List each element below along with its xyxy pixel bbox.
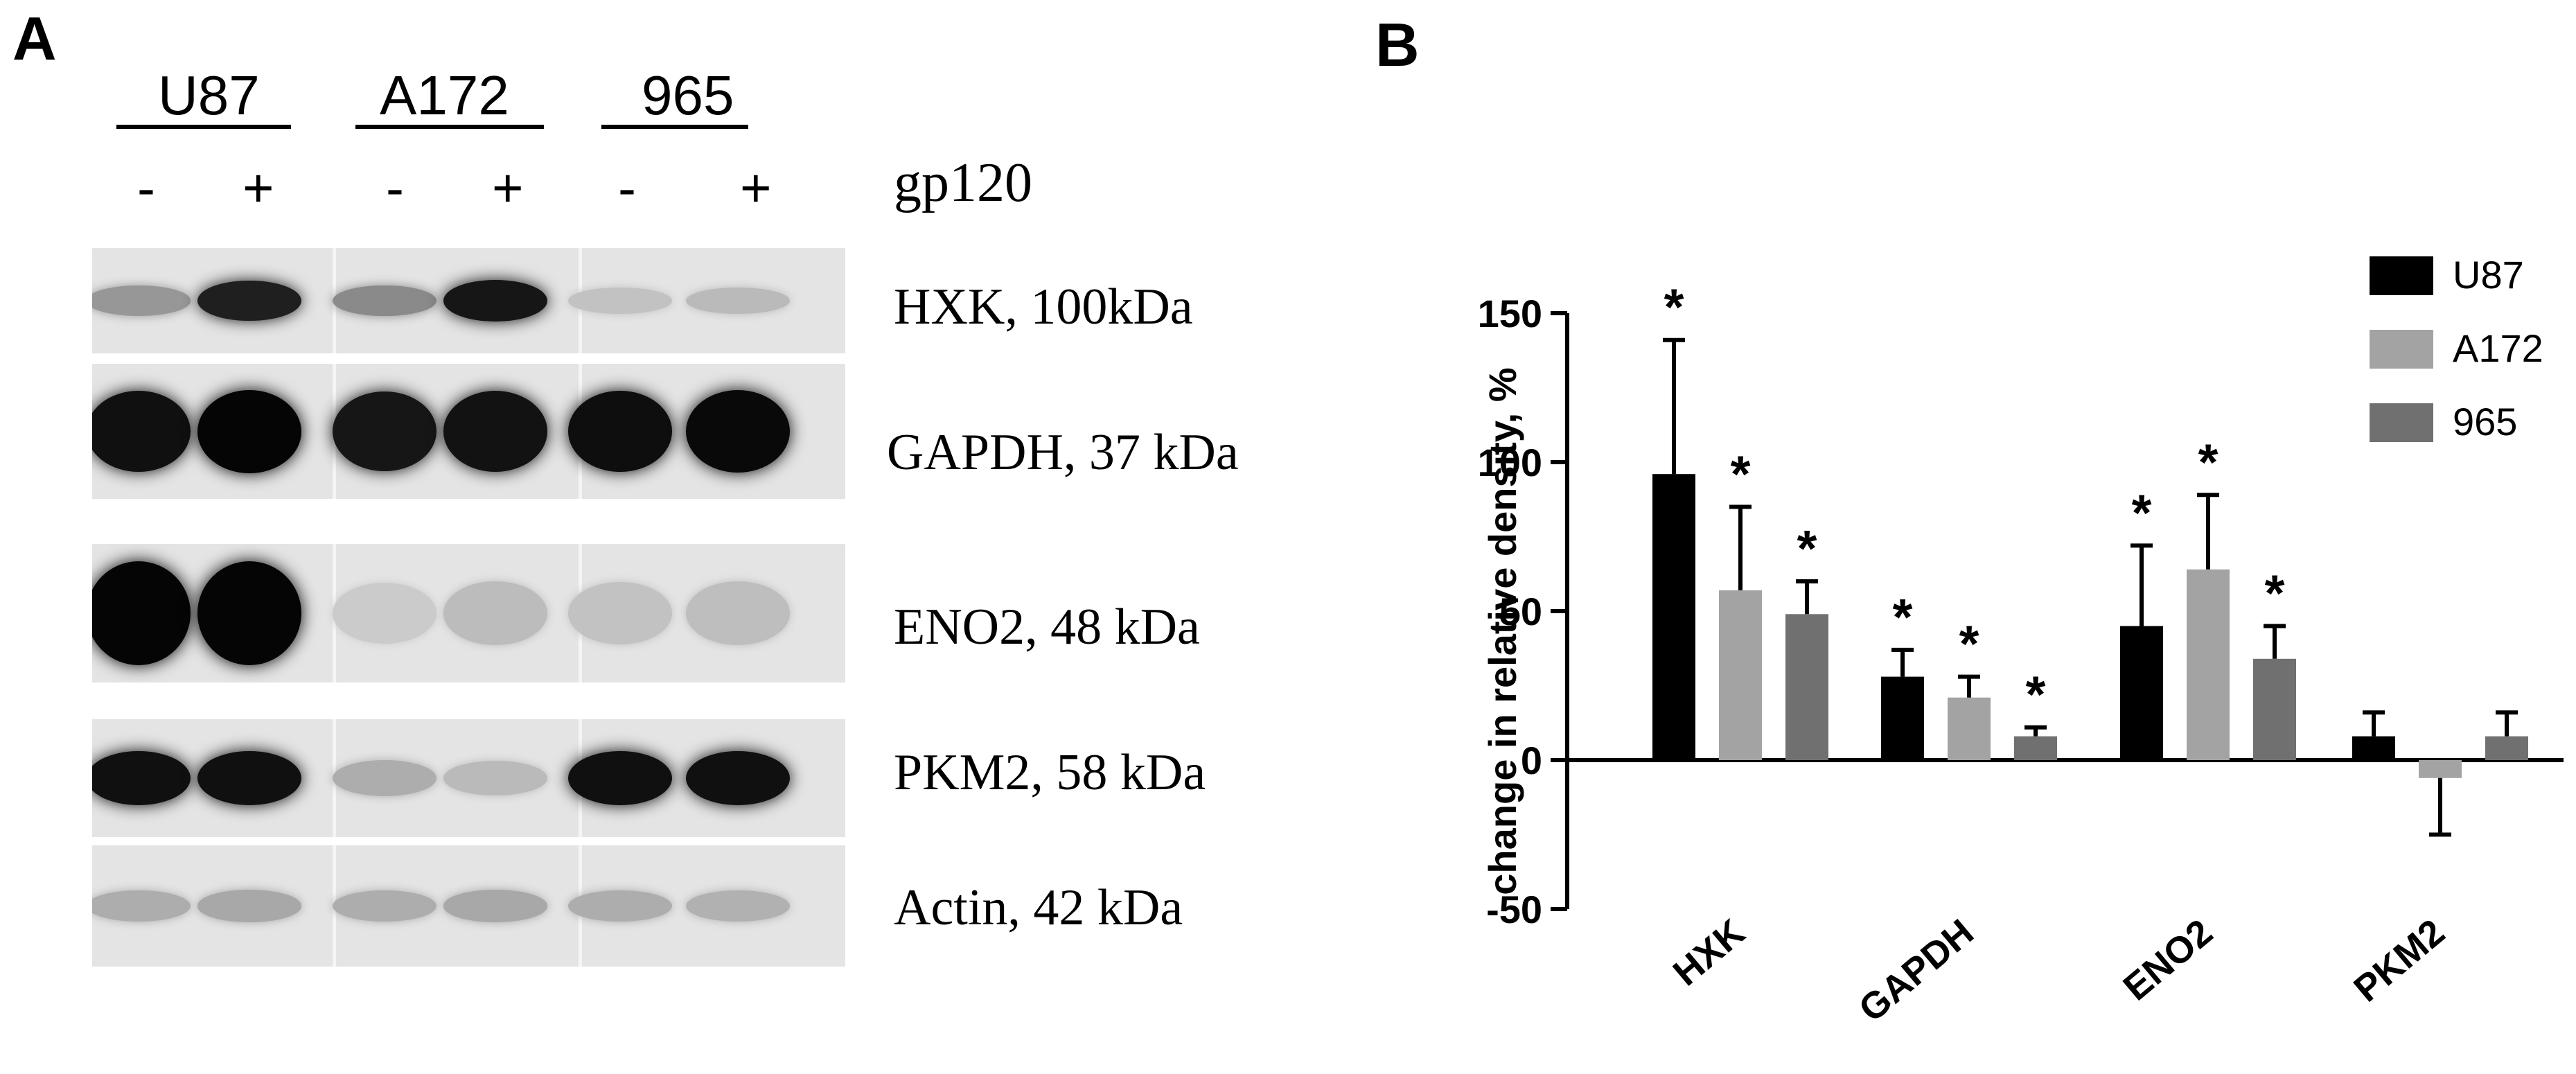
- blot-label-gapdh: GAPDH, 37 kDa: [887, 424, 1239, 481]
- blot-band: [443, 890, 547, 922]
- blot-band: [686, 890, 790, 922]
- blot-band: [197, 561, 301, 665]
- blot-band: [686, 287, 790, 315]
- blot-strip-pkm2: [92, 719, 845, 837]
- blot-band: [92, 390, 191, 473]
- y-tick-label: 100: [1478, 441, 1542, 484]
- significance-star: *: [1893, 588, 1913, 646]
- legend-swatch: [2370, 403, 2433, 442]
- blot-band: [197, 750, 301, 806]
- blot-band: [197, 280, 301, 322]
- cell-line-label-a172: A172: [380, 64, 509, 126]
- blot-band: [333, 760, 436, 796]
- y-axis-title: change in relative density, %: [1481, 367, 1524, 895]
- blot-band: [333, 583, 436, 644]
- bar: [2419, 760, 2462, 778]
- blot-strip-gapdh: [92, 364, 845, 499]
- significance-star: *: [2026, 666, 2046, 723]
- y-tick-label: 150: [1478, 292, 1542, 335]
- bar: [2187, 569, 2230, 760]
- y-tick-label: -50: [1486, 888, 1542, 931]
- blot-band: [568, 390, 672, 473]
- treatment-sign: -: [386, 157, 404, 218]
- treatment-sign: -: [618, 157, 636, 218]
- blot-band: [568, 288, 672, 314]
- significance-star: *: [2198, 433, 2218, 491]
- x-tick-label: GAPDH: [1851, 911, 1982, 1030]
- significance-star: *: [2265, 565, 2285, 622]
- blot-band: [443, 581, 547, 646]
- significance-star: *: [1731, 446, 1751, 503]
- x-tick-label: HXK: [1666, 911, 1753, 994]
- bar: [1948, 697, 1991, 760]
- blot-band: [92, 890, 191, 922]
- blot-label-actin: Actin, 42 kDa: [894, 879, 1183, 936]
- blot-band: [568, 581, 672, 645]
- blot-band: [333, 391, 436, 472]
- blot-band: [92, 750, 191, 806]
- bar: [1719, 590, 1762, 760]
- blot-band: [686, 750, 790, 806]
- blot-band: [686, 390, 790, 473]
- bar: [2352, 736, 2395, 760]
- blot-label-pkm2: PKM2, 58 kDa: [894, 744, 1206, 801]
- blot-label-eno2: ENO2, 48 kDa: [894, 599, 1200, 655]
- cell-line-label-965: 965: [642, 64, 734, 126]
- blot-band: [197, 890, 301, 922]
- legend-label: 965: [2453, 400, 2517, 443]
- blot-band: [568, 750, 672, 806]
- blot-strip-actin: [92, 845, 845, 967]
- treatment-sign: +: [242, 157, 274, 218]
- panel-b-letter: B: [1375, 10, 1420, 79]
- bar: [1652, 474, 1695, 760]
- bar: [1785, 614, 1828, 760]
- cell-line-underline-u87: [116, 125, 291, 129]
- blot-band: [686, 581, 790, 645]
- legend-label: U87: [2453, 253, 2524, 297]
- x-tick-label: ENO2: [2115, 911, 2220, 1008]
- legend-swatch: [2370, 330, 2433, 369]
- bar: [2120, 626, 2163, 760]
- blot-band: [443, 761, 547, 795]
- treatment-sign: -: [137, 157, 155, 218]
- y-tick-label: 0: [1521, 739, 1542, 782]
- bar: [2014, 736, 2057, 760]
- significance-star: *: [2132, 484, 2152, 541]
- blot-band: [333, 890, 436, 922]
- bar: [2485, 736, 2528, 760]
- blot-band: [92, 561, 191, 665]
- treatment-sign: +: [740, 157, 772, 218]
- significance-star: *: [1797, 520, 1817, 577]
- significance-star: *: [1959, 615, 1979, 673]
- panel-a-letter: A: [12, 4, 57, 73]
- blot-band: [333, 285, 436, 317]
- significance-star: *: [1664, 279, 1684, 336]
- cell-line-underline-a172: [355, 125, 544, 129]
- blot-band: [443, 391, 547, 472]
- blot-band: [568, 890, 672, 922]
- x-tick-label: PKM2: [2346, 911, 2452, 1010]
- blot-band: [443, 280, 547, 322]
- blot-band: [197, 389, 301, 473]
- legend-swatch: [2370, 256, 2433, 295]
- bar: [1881, 676, 1924, 760]
- bar: [2253, 658, 2296, 760]
- y-tick-label: 50: [1499, 590, 1542, 633]
- cell-line-underline-965: [601, 125, 748, 129]
- treatment-label: gp120: [894, 152, 1032, 213]
- blot-label-hxk: HXK, 100kDa: [894, 279, 1193, 335]
- blot-strip-eno2: [92, 544, 845, 683]
- treatment-sign: +: [492, 157, 524, 218]
- cell-line-label-u87: U87: [158, 64, 260, 126]
- blot-band: [92, 285, 191, 316]
- legend-label: A172: [2453, 326, 2543, 370]
- blot-strip-hxk: [92, 248, 845, 353]
